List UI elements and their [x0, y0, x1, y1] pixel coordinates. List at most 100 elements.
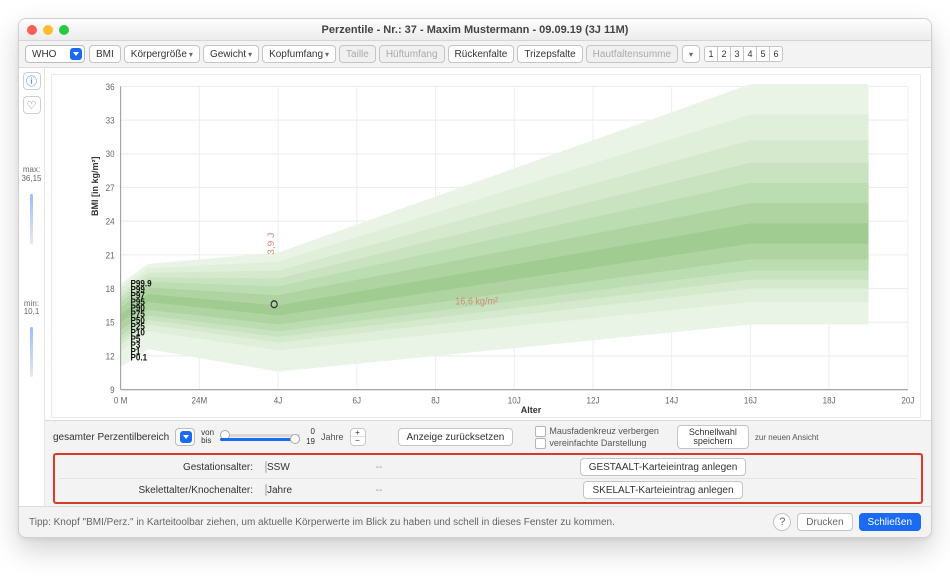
quick-save-button[interactable]: Schnellwahl speichern	[677, 425, 749, 449]
entry-input[interactable]	[265, 484, 267, 496]
svg-text:14J: 14J	[665, 395, 678, 406]
svg-text:16,6 kg/m²: 16,6 kg/m²	[455, 296, 499, 308]
max-slider[interactable]	[30, 194, 33, 244]
bis-slider[interactable]	[220, 438, 300, 441]
source-select-value: WHO	[32, 49, 56, 60]
toolbar-button-kopfumfang[interactable]: Kopfumfang▾	[262, 45, 336, 63]
minimize-window-icon[interactable]	[43, 25, 53, 35]
svg-text:27: 27	[106, 182, 115, 193]
toolbar-button-bmi[interactable]: BMI	[89, 45, 121, 63]
entry-row: Skelettalter/Knochenalter: Jahre-- SKELAL…	[59, 479, 917, 502]
svg-text:6J: 6J	[353, 395, 362, 406]
app-window: Perzentile - Nr.: 37 - Maxim Mustermann …	[18, 18, 932, 538]
svg-text:9: 9	[110, 385, 115, 396]
highlighted-entries-box: Gestationsalter: SSW-- GESTAALT-Karteiein…	[53, 453, 923, 504]
crosshair-checkbox-row[interactable]: Mausfadenkreuz verbergen	[535, 426, 659, 437]
svg-text:0 M: 0 M	[114, 395, 127, 406]
close-button[interactable]: Schließen	[859, 513, 921, 531]
new-view-link[interactable]: zur neuen Ansicht	[755, 433, 819, 442]
jahre-label: Jahre	[321, 432, 344, 442]
toolbar-button-rückenfalte[interactable]: Rückenfalte	[448, 45, 515, 63]
entry-row: Gestationsalter: SSW-- GESTAALT-Karteiein…	[59, 456, 917, 479]
range-select[interactable]	[175, 428, 195, 446]
left-column: ⓘ ♡ max: 36,15 min: 10,1	[19, 68, 45, 506]
page-1[interactable]: 1	[704, 46, 718, 62]
simplified-label: vereinfachte Darstellung	[549, 438, 646, 448]
page-5[interactable]: 5	[756, 46, 770, 62]
svg-text:18: 18	[106, 284, 115, 295]
window-title: Perzentile - Nr.: 37 - Maxim Mustermann …	[19, 24, 931, 36]
zoom-window-icon[interactable]	[59, 25, 69, 35]
page-3[interactable]: 3	[730, 46, 744, 62]
svg-text:18J: 18J	[823, 395, 836, 406]
reset-button[interactable]: Anzeige zurücksetzen	[398, 428, 514, 446]
toolbar: WHO BMIKörpergröße▾Gewicht▾Kopfumfang▾Ta…	[19, 41, 931, 68]
toolbar-button-trizepsfalte[interactable]: Trizepsfalte	[517, 45, 582, 63]
svg-text:24: 24	[106, 216, 115, 227]
svg-text:36: 36	[106, 81, 115, 92]
svg-text:24M: 24M	[192, 395, 208, 406]
svg-text:12J: 12J	[586, 395, 599, 406]
crosshair-checkbox[interactable]	[535, 426, 546, 437]
svg-text:12: 12	[106, 351, 115, 362]
page-6[interactable]: 6	[769, 46, 783, 62]
entry-label: Skelettalter/Knochenalter:	[59, 479, 259, 502]
close-window-icon[interactable]	[27, 25, 37, 35]
svg-text:10J: 10J	[508, 395, 521, 406]
entry-value: SSW	[259, 456, 349, 479]
min-label: min: 10,1	[24, 300, 40, 318]
chart-wrap: 9 12 15 18 21 24 27 30 33 36 0 M 24M 4J 6J 8J 10J 12J 14J…	[45, 68, 931, 506]
controls-panel: gesamter Perzentilbereich von bis 0 19	[45, 420, 931, 506]
max-value: 36,15	[21, 175, 41, 184]
print-button[interactable]: Drucken	[797, 513, 852, 531]
svg-text:33: 33	[106, 115, 115, 126]
von-value: 0	[311, 427, 315, 437]
svg-text:4J: 4J	[274, 395, 283, 406]
crosshair-label: Mausfadenkreuz verbergen	[549, 426, 659, 436]
footer-tip: Tipp: Knopf "BMI/Perz." in Karteitoolbar…	[29, 517, 615, 528]
year-stepper[interactable]: +−	[350, 428, 366, 446]
toolbar-dropdown-extra[interactable]: ▾	[682, 45, 700, 63]
toolbar-button-taille: Taille	[339, 45, 376, 63]
page-number-group: 123456	[704, 46, 783, 62]
bis-value: 19	[306, 437, 315, 447]
create-entry-button[interactable]: SKELALT-Karteieintrag anlegen	[583, 481, 742, 499]
entry-dash: --	[349, 479, 409, 502]
svg-text:21: 21	[106, 250, 115, 261]
entry-dash: --	[349, 456, 409, 479]
svg-text:30: 30	[106, 149, 115, 160]
von-slider[interactable]	[220, 434, 300, 437]
x-axis-label: Alter	[521, 405, 542, 415]
svg-text:15: 15	[106, 317, 115, 328]
titlebar: Perzentile - Nr.: 37 - Maxim Mustermann …	[19, 19, 931, 41]
info-icon[interactable]: ⓘ	[23, 72, 41, 90]
min-value: 10,1	[24, 308, 40, 317]
svg-text:3,9 J: 3,9 J	[267, 232, 277, 254]
svg-text:P0.1: P0.1	[130, 352, 147, 363]
heart-icon[interactable]: ♡	[23, 96, 41, 114]
y-axis-label: BMI [in kg/m²]	[90, 157, 100, 217]
entry-input[interactable]	[265, 461, 267, 473]
percentile-chart[interactable]: 9 12 15 18 21 24 27 30 33 36 0 M 24M 4J 6J 8J 10J 12J 14J…	[51, 74, 921, 418]
page-2[interactable]: 2	[717, 46, 731, 62]
help-button[interactable]: ?	[773, 513, 791, 531]
create-entry-button[interactable]: GESTAALT-Karteieintrag anlegen	[580, 458, 747, 476]
toolbar-button-gewicht[interactable]: Gewicht▾	[203, 45, 259, 63]
simplified-checkbox[interactable]	[535, 438, 546, 449]
window-controls	[27, 25, 69, 35]
bis-label: bis	[201, 437, 214, 445]
page-4[interactable]: 4	[743, 46, 757, 62]
toolbar-button-hautfaltensumme: Hautfaltensumme	[586, 45, 678, 63]
toolbar-button-hüftumfang: Hüftumfang	[379, 45, 445, 63]
range-label: gesamter Perzentilbereich	[53, 432, 169, 443]
svg-text:8J: 8J	[431, 395, 440, 406]
svg-text:16J: 16J	[744, 395, 757, 406]
toolbar-button-körpergröße[interactable]: Körpergröße▾	[124, 45, 200, 63]
entry-value: Jahre	[259, 479, 349, 502]
simplified-checkbox-row[interactable]: vereinfachte Darstellung	[535, 438, 659, 449]
svg-text:20J: 20J	[901, 395, 914, 406]
entry-label: Gestationsalter:	[59, 456, 259, 479]
footer: Tipp: Knopf "BMI/Perz." in Karteitoolbar…	[19, 506, 931, 537]
source-select[interactable]: WHO	[25, 45, 85, 63]
min-slider[interactable]	[30, 327, 33, 377]
